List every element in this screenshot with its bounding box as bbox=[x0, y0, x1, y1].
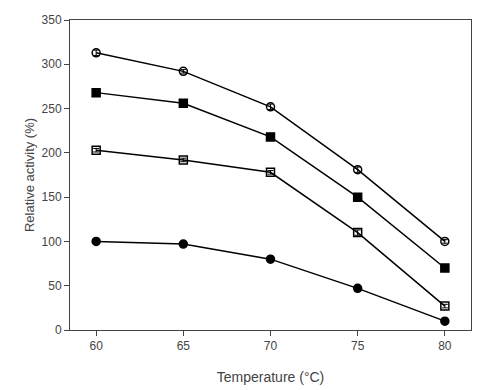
svg-text:350: 350 bbox=[42, 13, 62, 27]
svg-text:0: 0 bbox=[55, 323, 62, 337]
svg-text:300: 300 bbox=[42, 57, 62, 71]
svg-text:70: 70 bbox=[264, 339, 278, 353]
svg-text:60: 60 bbox=[89, 339, 103, 353]
svg-text:65: 65 bbox=[177, 339, 191, 353]
svg-text:100: 100 bbox=[42, 235, 62, 249]
svg-text:200: 200 bbox=[42, 146, 62, 160]
svg-text:75: 75 bbox=[351, 339, 365, 353]
svg-text:250: 250 bbox=[42, 102, 62, 116]
svg-text:Temperature (°C): Temperature (°C) bbox=[217, 369, 325, 385]
svg-text:80: 80 bbox=[438, 339, 452, 353]
svg-text:50: 50 bbox=[48, 279, 62, 293]
svg-text:150: 150 bbox=[42, 190, 62, 204]
svg-text:Relative activity (%): Relative activity (%) bbox=[22, 118, 37, 232]
